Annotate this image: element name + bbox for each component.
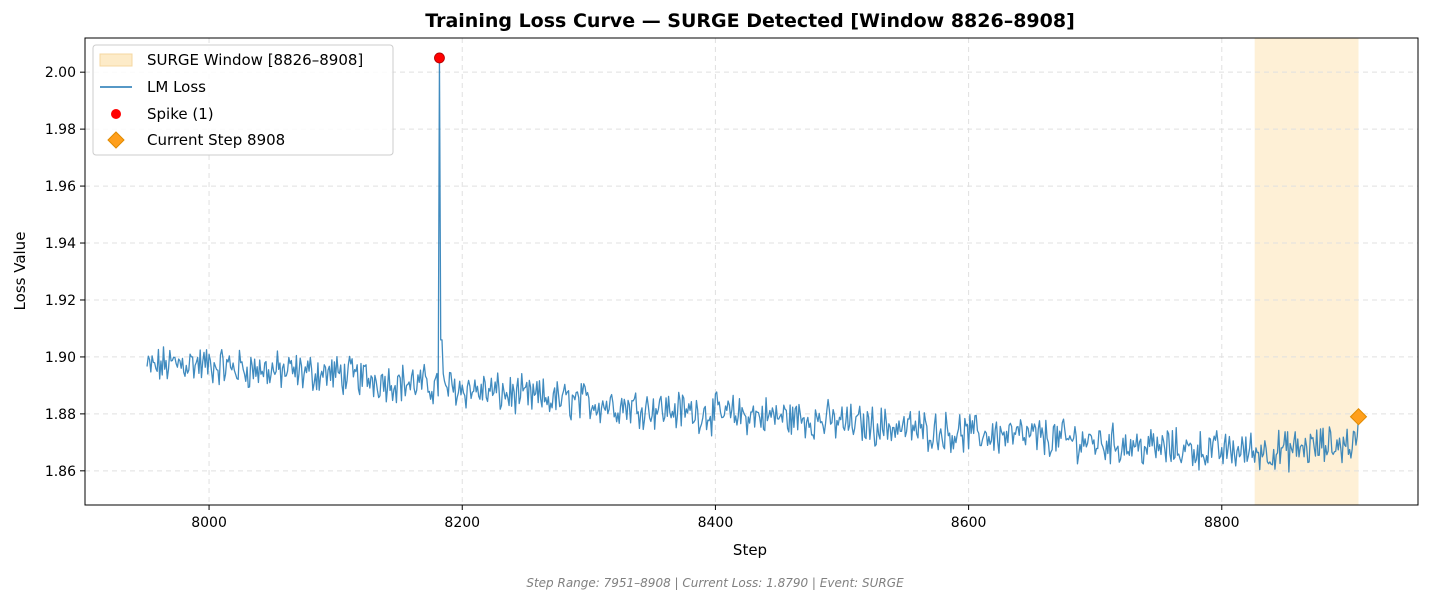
legend: SURGE Window [8826–8908] LM Loss Spike (1)… [92, 44, 394, 156]
y-tick-label: 1.94 [45, 236, 76, 252]
grid-layer [85, 38, 1418, 505]
y-tick-label: 1.92 [45, 293, 76, 309]
y-tick-label: 1.88 [45, 407, 76, 423]
legend-swatch-current-step [107, 131, 125, 149]
legend-label: Current Step 8908 [147, 131, 285, 149]
legend-label: SURGE Window [8826–8908] [147, 51, 363, 69]
footer-text: Step Range: 7951–8908 | Current Loss: 1.… [526, 576, 904, 590]
chart-title: Training Loss Curve — SURGE Detected [Wi… [425, 10, 1075, 32]
y-tick-label: 1.86 [45, 464, 76, 480]
x-axis-label: Step [733, 541, 767, 559]
plot-area [84, 37, 1419, 506]
legend-swatch-spike [111, 109, 121, 119]
x-tick-label: 8400 [698, 515, 734, 531]
y-axis: 1.86 1.88 1.90 1.92 1.94 1.96 1.98 2.00 [45, 65, 85, 480]
legend-label: LM Loss [147, 78, 206, 96]
plot-frame [84, 37, 1419, 506]
y-tick-label: 1.96 [45, 179, 76, 195]
x-axis: 8000 8200 8400 8600 8800 [191, 505, 1240, 531]
legend-swatch-surge-window [99, 53, 133, 67]
x-tick-label: 8600 [951, 515, 987, 531]
spike-marker [434, 52, 445, 64]
x-tick-label: 8000 [191, 515, 227, 531]
series-line-lm-loss [146, 57, 1360, 473]
y-tick-label: 1.98 [45, 122, 76, 138]
current-step-marker [1349, 408, 1368, 426]
series-layer [146, 57, 1360, 473]
x-tick-label: 8800 [1204, 515, 1240, 531]
legend-label: Spike (1) [147, 105, 214, 123]
y-axis-label: Loss Value [11, 232, 29, 311]
surge-window-layer [1254, 38, 1359, 505]
x-tick-label: 8200 [444, 515, 480, 531]
y-tick-label: 2.00 [45, 65, 76, 81]
marker-layer [434, 52, 1368, 426]
legend-box [92, 44, 394, 156]
surge-window-band [1254, 38, 1359, 505]
y-tick-label: 1.90 [45, 350, 76, 366]
